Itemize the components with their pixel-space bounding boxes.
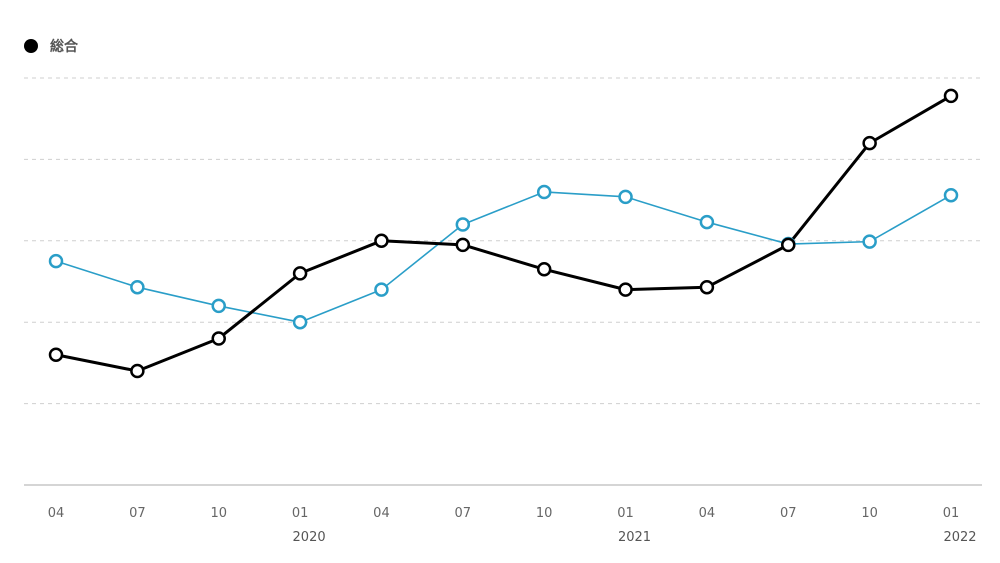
data-point-secondary[interactable] [130, 279, 145, 295]
data-point-primary[interactable] [292, 266, 308, 281]
data-point-secondary[interactable] [292, 314, 308, 330]
x-tick-label: 10 [861, 506, 878, 521]
x-tick-label: 04 [373, 506, 390, 521]
x-tick-label: 10 [210, 506, 227, 521]
data-point-secondary[interactable] [699, 214, 715, 230]
x-tick-label: 04 [699, 506, 716, 521]
data-point-primary[interactable] [781, 237, 796, 253]
data-point-secondary[interactable] [374, 282, 389, 297]
series-points [48, 88, 959, 379]
data-point-secondary[interactable] [455, 217, 471, 232]
year-label: 2021 [618, 530, 651, 545]
x-tick-label: 01 [943, 506, 960, 521]
data-point-primary[interactable] [699, 279, 715, 295]
x-tick-label: 07 [780, 506, 797, 521]
data-point-primary[interactable] [374, 233, 389, 249]
data-point-secondary[interactable] [618, 189, 633, 205]
x-tick-label: 07 [129, 506, 146, 521]
legend-label: 総合 [50, 39, 78, 55]
data-point-primary[interactable] [48, 347, 64, 363]
year-label: 2020 [293, 530, 326, 545]
data-point-primary[interactable] [618, 282, 633, 297]
data-point-primary[interactable] [943, 88, 959, 104]
data-point-secondary[interactable] [943, 187, 959, 203]
x-tick-label: 04 [48, 506, 65, 521]
data-point-secondary[interactable] [862, 234, 877, 249]
series-lines [55, 94, 952, 373]
legend-marker [24, 39, 38, 53]
series-line-primary [55, 94, 952, 373]
year-label: 2022 [943, 530, 976, 545]
data-point-secondary[interactable] [48, 253, 64, 269]
chart-legend: 総合 [24, 36, 78, 56]
x-tick-labels: 04 07 10 01 04 07 10 01 04 07 10 01 [48, 506, 960, 521]
grid-lines [24, 77, 982, 405]
data-point-primary[interactable] [862, 135, 877, 151]
x-tick-label: 01 [292, 506, 309, 521]
data-point-primary[interactable] [130, 363, 145, 379]
year-labels: 2020 2021 2022 [293, 530, 977, 545]
data-point-secondary[interactable] [536, 184, 552, 200]
data-point-primary[interactable] [211, 331, 226, 346]
data-point-primary[interactable] [536, 262, 552, 277]
x-tick-label: 07 [455, 506, 472, 521]
x-tick-label: 01 [617, 506, 634, 521]
x-tick-label: 10 [536, 506, 553, 521]
data-point-primary[interactable] [455, 237, 471, 253]
data-point-secondary[interactable] [211, 298, 226, 314]
series-line-secondary [55, 191, 952, 324]
